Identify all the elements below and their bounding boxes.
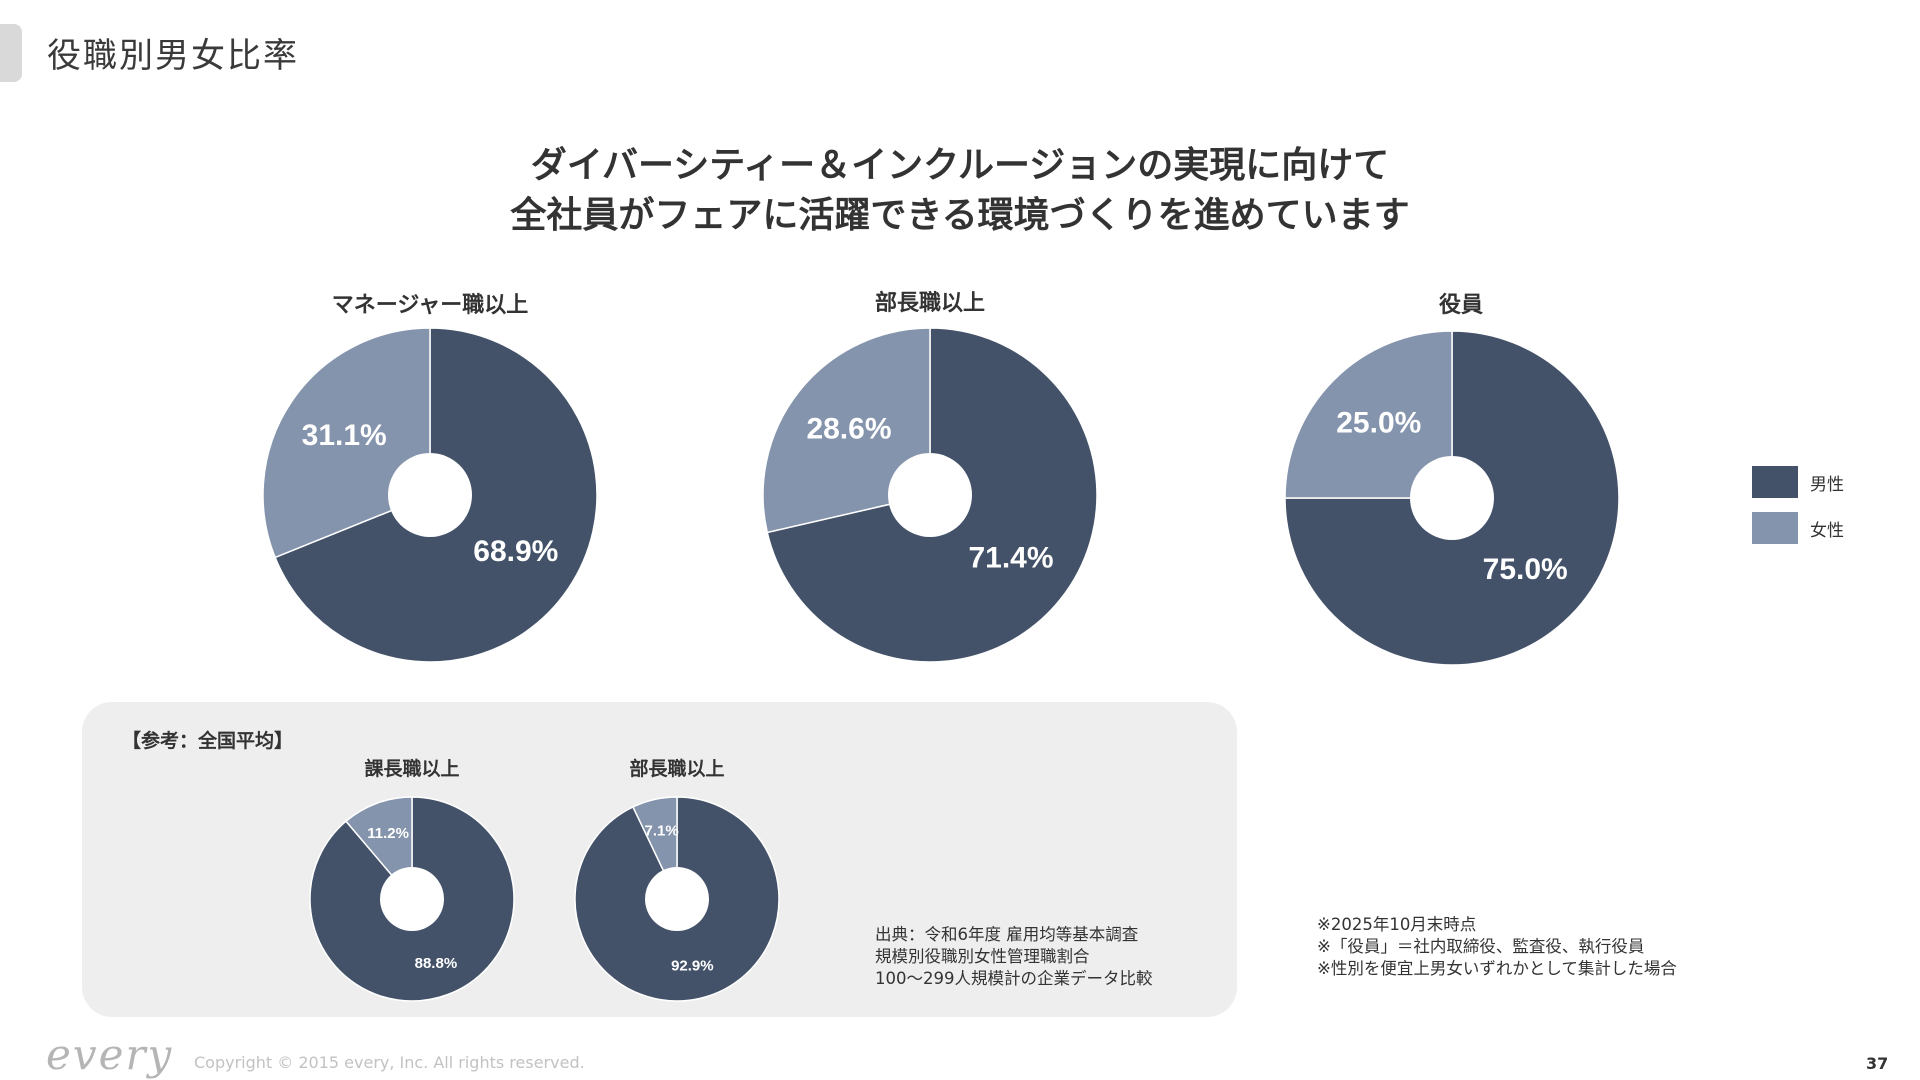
pie-director-label-female: 28.6% xyxy=(806,412,891,445)
pie-manager-label-male: 68.9% xyxy=(473,535,558,568)
pie-executive-slice-female xyxy=(1284,330,1453,499)
pie-ref-director-center-hole xyxy=(645,867,709,931)
chart-title-director: 部長職以上 xyxy=(874,291,985,316)
copyright: Copyright © 2015 every, Inc. All rights … xyxy=(194,1053,585,1072)
pie-director-center-hole xyxy=(888,453,972,537)
note-line: ※「役員」＝社内取締役、監査役、執行役員 xyxy=(1317,937,1645,956)
pie-manager-center-hole xyxy=(388,453,472,537)
pie-executive-label-male: 75.0% xyxy=(1483,553,1568,586)
pie-executive-center-hole xyxy=(1410,456,1494,540)
legend-item-male: 男性 xyxy=(1752,466,1844,498)
legend-label-female: 女性 xyxy=(1810,520,1844,541)
pie-manager-label-female: 31.1% xyxy=(302,419,387,452)
reference-title: 【参考：全国平均】 xyxy=(122,730,294,752)
headline-line-2: 全社員がフェアに活躍できる環境づくりを進めています xyxy=(510,195,1410,236)
legend: 男性 女性 xyxy=(1752,466,1844,558)
pie-ref-section-chief-label-female: 11.2% xyxy=(367,825,409,842)
pie-ref-director-label-male: 92.9% xyxy=(671,958,714,975)
note-line: ※2025年10月末時点 xyxy=(1317,915,1477,934)
pie-director-label-male: 71.4% xyxy=(968,541,1053,574)
headline-line-1: ダイバーシティー＆インクルージョンの実現に向けて xyxy=(530,145,1390,186)
legend-item-female: 女性 xyxy=(1752,512,1844,544)
ref-chart-title-section-chief: 課長職以上 xyxy=(364,758,460,780)
pie-executive-slice-male xyxy=(1284,330,1620,666)
source-citation: 出典：令和6年度 雇用均等基本調査 規模別役職別女性管理職割合 100～299人… xyxy=(875,924,1153,990)
legend-swatch-female xyxy=(1752,512,1798,544)
source-line: 100～299人規模計の企業データ比較 xyxy=(875,969,1153,988)
ref-chart-title-director: 部長職以上 xyxy=(629,758,725,780)
legend-label-male: 男性 xyxy=(1810,474,1844,495)
legend-swatch-male xyxy=(1752,466,1798,498)
pie-ref-section-chief-label-male: 88.8% xyxy=(415,955,458,972)
page-title: 役職別男女比率 xyxy=(47,36,299,76)
pie-manager-slice-female xyxy=(262,327,431,559)
pie-director-slice-female xyxy=(762,327,931,534)
source-line: 規模別役職別女性管理職割合 xyxy=(875,947,1090,966)
note-line: ※性別を便宜上男女いずれかとして集計した場合 xyxy=(1317,959,1677,978)
source-line: 出典：令和6年度 雇用均等基本調査 xyxy=(875,925,1139,944)
chart-title-manager: マネージャー職以上 xyxy=(331,293,529,318)
title-accent-bar xyxy=(0,24,22,82)
chart-title-executive: 役員 xyxy=(1438,293,1483,318)
page-number: 37 xyxy=(1866,1054,1889,1073)
pie-ref-section-chief-center-hole xyxy=(380,867,444,931)
company-logo: every xyxy=(46,1030,174,1079)
pie-executive-label-female: 25.0% xyxy=(1336,407,1421,440)
pie-ref-director-label-female: 7.1% xyxy=(645,822,679,839)
notes: ※2025年10月末時点 ※「役員」＝社内取締役、監査役、執行役員 ※性別を便宜… xyxy=(1317,914,1677,980)
